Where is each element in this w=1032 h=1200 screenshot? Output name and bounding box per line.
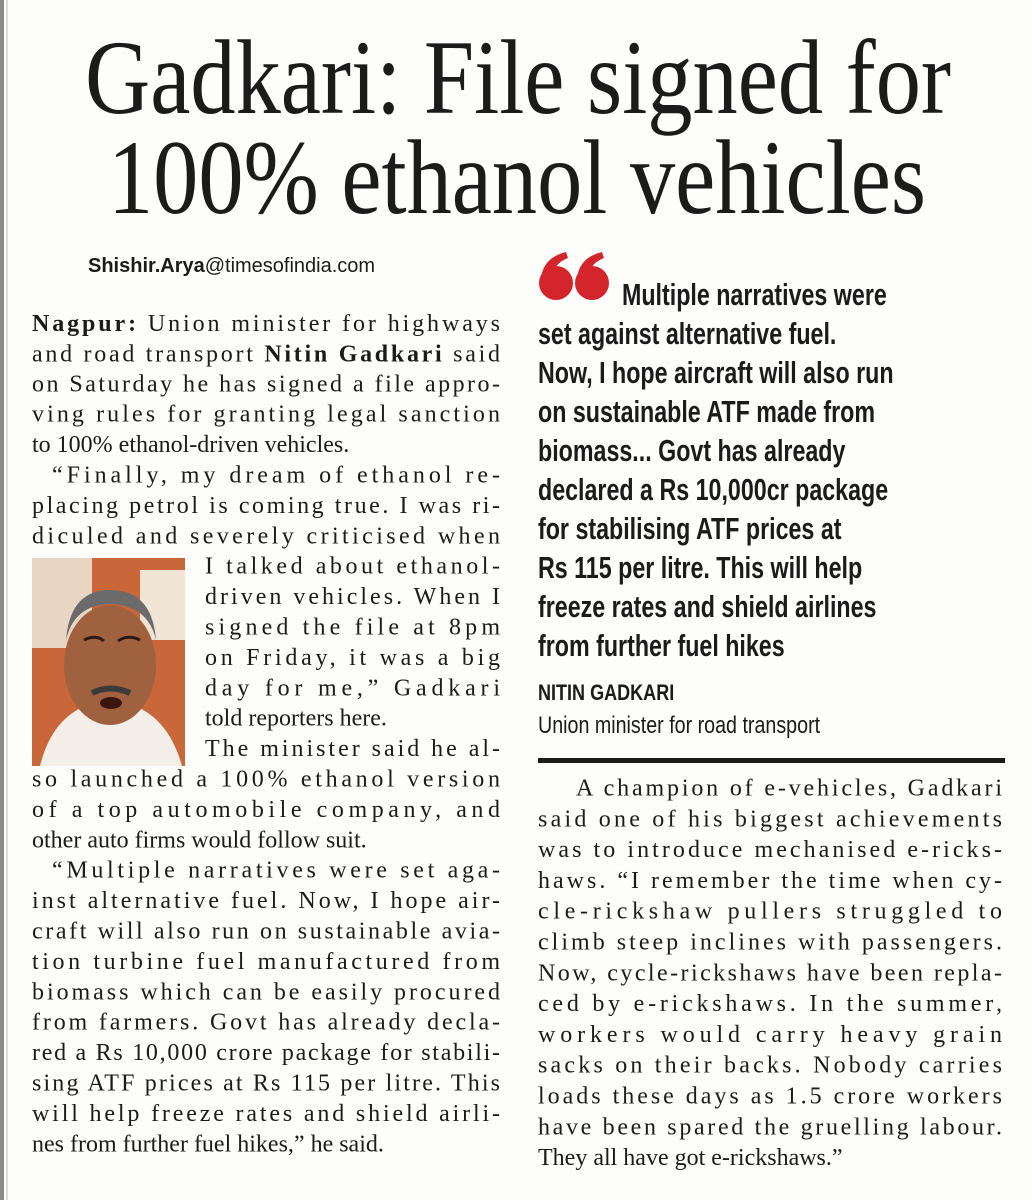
body-line: red a Rs 10,000 crore package for stabil… xyxy=(32,1040,500,1066)
attribution: NITIN GADKARI Union minister for road tr… xyxy=(538,681,820,738)
quote-line: for stabilising ATF prices at xyxy=(538,511,841,546)
body-line: driven vehicles. When I xyxy=(205,584,500,610)
body-line: biomass which can be easily procured xyxy=(32,979,500,1005)
body-line: The minister said he al- xyxy=(205,736,500,762)
quote-line: on sustainable ATF made from xyxy=(538,394,875,429)
headline: Gadkari: File signed for xyxy=(85,19,951,136)
quote-line: freeze rates and shield airlines xyxy=(538,589,876,624)
photo xyxy=(32,558,185,766)
quote-line: biomass... Govt has already xyxy=(538,433,846,468)
quote-mark xyxy=(539,252,609,300)
headline: 100% ethanol vehicles xyxy=(108,119,926,236)
text-run: said xyxy=(444,341,500,367)
byline-domain: @timesofindia.com xyxy=(205,255,375,277)
body-line: sing ATF prices at Rs 115 per litre. Thi… xyxy=(32,1071,500,1097)
photo-bg xyxy=(140,570,185,640)
attribution-name: NITIN GADKARI xyxy=(538,681,674,705)
quote-line: Rs 115 per litre. This will help xyxy=(538,550,862,585)
body-line: and road transport Nitin Gadkari said xyxy=(32,341,500,367)
body-line: will help freeze rates and shield airli- xyxy=(32,1101,500,1127)
quote-line: set against alternative fuel. xyxy=(538,316,836,351)
quote-line: Now, I hope aircraft will also run xyxy=(538,355,894,390)
quote-line: from further fuel hikes xyxy=(538,628,785,663)
body-line: sacks on their backs. Nobody carries xyxy=(538,1053,1002,1079)
body-line: They all have got e-rickshaws.” xyxy=(538,1145,843,1171)
photo-hair xyxy=(66,590,156,640)
body-line: placing petrol is coming true. I was ri- xyxy=(32,493,500,519)
photo-mouth xyxy=(100,697,122,709)
body-line: to 100% ethanol-driven vehicles. xyxy=(32,432,349,458)
body-line: “Multiple narratives were set aga- xyxy=(52,858,500,884)
body-line: was to introduce mechanised e-ricks- xyxy=(538,837,1002,863)
photo-shirt xyxy=(40,700,182,766)
quote-line: declared a Rs 10,000cr package xyxy=(538,472,888,507)
quote-mark-tail xyxy=(541,252,568,280)
body-line: Now, cycle-rickshaws have been repla- xyxy=(538,960,1002,986)
body-line: other auto firms would follow suit. xyxy=(32,827,367,853)
attribution-title: Union minister for road transport xyxy=(538,711,820,738)
byline-name: Shishir.Arya xyxy=(88,255,206,277)
photo-brows xyxy=(83,635,141,643)
body-line: inst alternative fuel. Now, I hope air- xyxy=(32,888,500,914)
body-line: diculed and severely criticised when xyxy=(32,523,500,549)
section-rule xyxy=(538,758,1005,763)
photo-moustache xyxy=(90,685,132,696)
body-line: from farmers. Govt has already decla- xyxy=(32,1010,500,1036)
quote-mark-tail xyxy=(577,252,604,280)
body-line: A champion of e-vehicles, Gadkari xyxy=(576,776,1002,802)
body-line: climb steep inclines with passengers. xyxy=(538,930,1002,956)
bold-run: Nitin Gadkari xyxy=(264,341,442,367)
photo-face xyxy=(64,605,156,725)
body-line: tion turbine fuel manufactured from xyxy=(32,949,500,975)
body-line: said one of his biggest achievements xyxy=(538,806,1002,832)
byline: Shishir.Arya@timesofindia.com xyxy=(88,255,375,277)
text-run: and road transport xyxy=(32,341,262,367)
body-line: on Friday, it was a big xyxy=(205,645,500,671)
quote-line: Multiple narratives were xyxy=(622,277,887,312)
bold-run: Nagpur: xyxy=(32,311,136,337)
body-line: I talked about ethanol- xyxy=(205,554,500,580)
body-line: told reporters here. xyxy=(205,706,387,732)
body-line: craft will also run on sustainable avia- xyxy=(32,919,500,945)
body-line: nes from further fuel hikes,” he said. xyxy=(32,1131,384,1157)
body-line: ced by e-rickshaws. In the summer, xyxy=(538,991,1002,1017)
left-edge xyxy=(0,0,4,1200)
body-line: “Finally, my dream of ethanol re- xyxy=(52,463,500,489)
body-line: Nagpur: Union minister for highways xyxy=(32,311,500,337)
body-line: loads these days as 1.5 crore workers xyxy=(538,1084,1002,1110)
body-line: have been spared the gruelling labour. xyxy=(538,1114,1002,1140)
pull-quote: Multiple narratives were set against alte… xyxy=(538,277,894,663)
